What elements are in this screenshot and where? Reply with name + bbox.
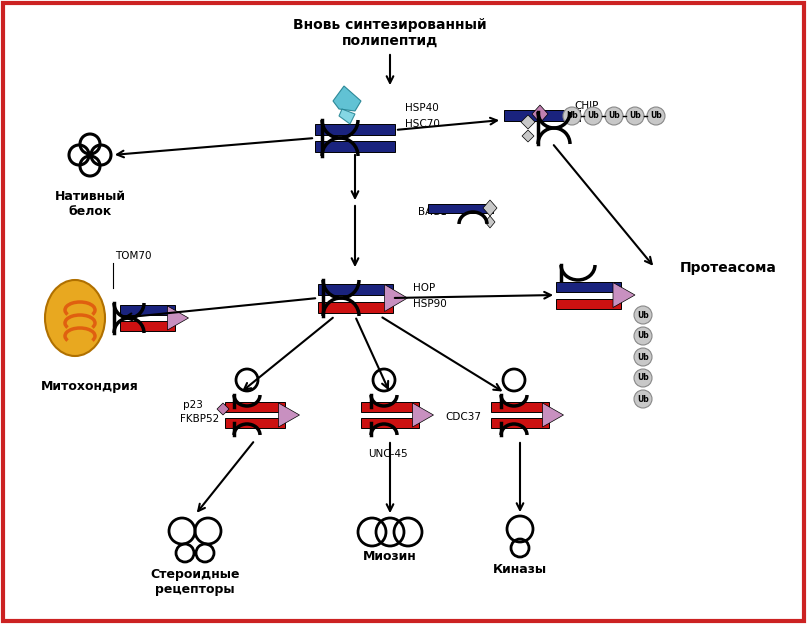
Ellipse shape	[45, 280, 105, 356]
Text: Митохондрия: Митохондрия	[41, 380, 139, 393]
Polygon shape	[168, 306, 189, 330]
Polygon shape	[542, 403, 563, 427]
Text: Киназы: Киназы	[493, 563, 547, 576]
Text: HSP90: HSP90	[413, 299, 447, 309]
Bar	[555, 281, 621, 291]
Circle shape	[634, 327, 652, 345]
Bar	[225, 418, 285, 428]
Circle shape	[647, 107, 665, 125]
Polygon shape	[333, 86, 361, 111]
Text: Ub: Ub	[587, 112, 599, 120]
Polygon shape	[532, 105, 548, 123]
Text: p23: p23	[183, 400, 203, 410]
Bar	[119, 305, 174, 315]
Polygon shape	[485, 216, 495, 228]
Text: HOP: HOP	[413, 283, 435, 293]
Bar	[315, 141, 395, 152]
Polygon shape	[613, 283, 635, 308]
Bar	[504, 110, 580, 121]
Circle shape	[634, 369, 652, 387]
Text: CHIP: CHIP	[574, 101, 598, 111]
Text: UNC-45: UNC-45	[368, 449, 408, 459]
Bar	[491, 402, 549, 412]
Text: HSP40: HSP40	[405, 103, 439, 113]
Polygon shape	[521, 115, 535, 129]
Circle shape	[563, 107, 581, 125]
Text: Нативный
белок: Нативный белок	[55, 190, 126, 218]
Text: Протеасома: Протеасома	[680, 261, 777, 275]
Text: Ub: Ub	[608, 112, 620, 120]
Bar	[225, 402, 285, 412]
Circle shape	[634, 348, 652, 366]
Text: BAG1: BAG1	[418, 207, 447, 217]
Text: Ub: Ub	[637, 394, 649, 404]
Bar	[315, 124, 395, 135]
Text: Ub: Ub	[637, 311, 649, 319]
Circle shape	[634, 306, 652, 324]
Polygon shape	[522, 130, 534, 142]
Text: Ub: Ub	[637, 374, 649, 383]
Circle shape	[626, 107, 644, 125]
Text: CDC37: CDC37	[445, 412, 481, 422]
Text: HSC70: HSC70	[405, 119, 440, 129]
Text: Ub: Ub	[567, 112, 578, 120]
Circle shape	[634, 390, 652, 408]
Polygon shape	[384, 285, 408, 311]
Circle shape	[584, 107, 602, 125]
Text: Миозин: Миозин	[363, 550, 417, 563]
Polygon shape	[483, 200, 497, 216]
Text: FKBP52: FKBP52	[180, 414, 220, 424]
Text: Ub: Ub	[637, 331, 649, 341]
Polygon shape	[412, 403, 433, 427]
Polygon shape	[217, 403, 229, 415]
Text: Ub: Ub	[637, 353, 649, 361]
Bar	[428, 204, 493, 213]
Bar	[491, 418, 549, 428]
Bar	[361, 418, 419, 428]
Text: TOM70: TOM70	[115, 251, 152, 261]
Circle shape	[605, 107, 623, 125]
Bar	[317, 283, 392, 295]
Polygon shape	[339, 109, 355, 124]
Text: Ub: Ub	[629, 112, 641, 120]
Bar	[361, 402, 419, 412]
Bar	[555, 298, 621, 308]
Text: Вновь синтезированный
полипептид: Вновь синтезированный полипептид	[293, 18, 487, 48]
Text: Стероидные
рецепторы: Стероидные рецепторы	[150, 568, 240, 596]
Text: Ub: Ub	[650, 112, 662, 120]
Bar	[317, 301, 392, 313]
Polygon shape	[278, 403, 299, 427]
Bar	[119, 321, 174, 331]
